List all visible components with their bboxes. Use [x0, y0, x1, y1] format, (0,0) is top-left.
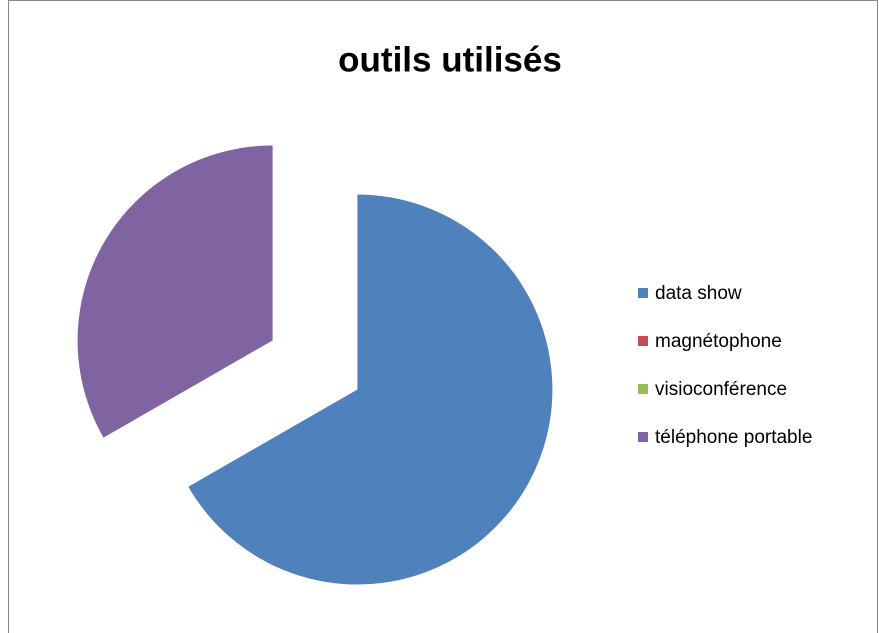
legend-swatch: [638, 336, 648, 346]
chart-title: outils utilisés: [338, 40, 562, 79]
legend-label: téléphone portable: [655, 427, 812, 448]
legend-swatch: [638, 384, 648, 394]
legend-swatch: [638, 288, 648, 298]
pie-slice: [188, 194, 553, 585]
pie-slice: [77, 145, 273, 438]
legend-label: data show: [655, 283, 742, 304]
pie-slice: [103, 389, 273, 487]
legend-label: magnétophone: [655, 331, 782, 352]
legend-label: visioconférence: [655, 379, 787, 400]
legend-swatch: [638, 432, 648, 442]
